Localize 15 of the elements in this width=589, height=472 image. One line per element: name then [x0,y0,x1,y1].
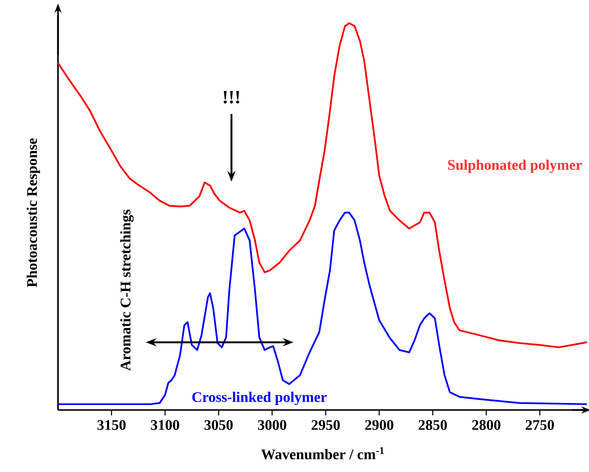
x-tick-label: 3000 [258,420,286,430]
x-tick-label: 2900 [365,420,394,430]
x-tick-label: 2850 [418,420,447,430]
annotation: Aromatic C-H stretchings [120,210,134,371]
text: Sulphonated polymer [448,160,582,173]
x-tick-label: 2750 [526,420,554,430]
series-label: Cross-linked polymer [192,392,327,406]
y-axis-title: Photoacoustic Response [26,138,40,288]
x-axis-title: Wavenumber / cm$^{-1}$ [261,447,384,460]
x-tick-label: 2800 [472,420,500,430]
annotation: !!! [224,90,240,104]
x-tick-label: 3050 [204,420,233,430]
x-tick-label: 2950 [312,420,340,430]
x-tick-label: 3100 [150,420,180,430]
x-tick-label: 3150 [97,420,126,430]
